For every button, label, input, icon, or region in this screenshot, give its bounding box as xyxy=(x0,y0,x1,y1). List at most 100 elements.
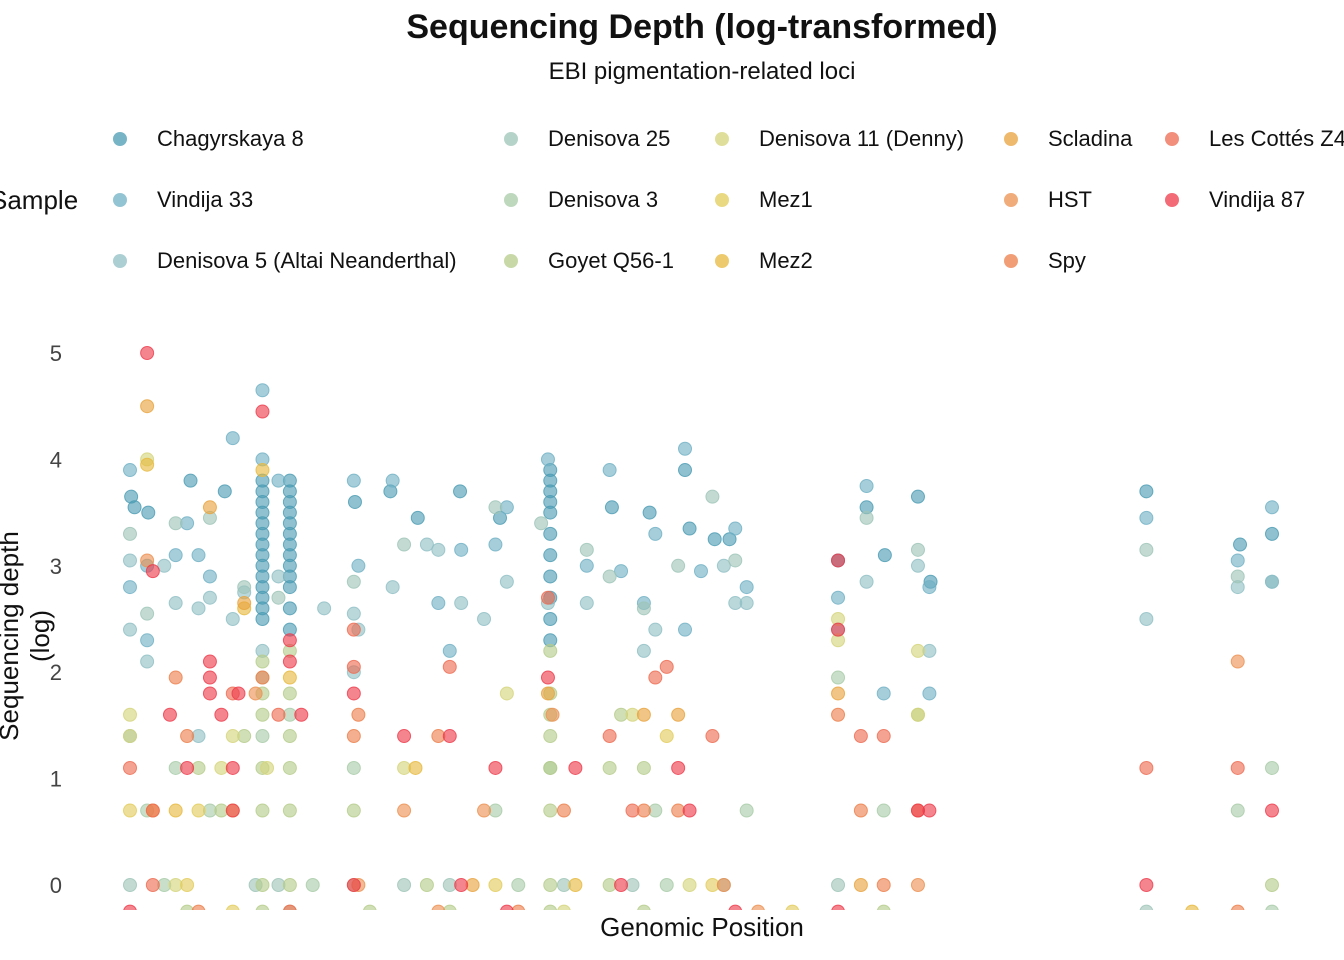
data-point xyxy=(397,803,412,818)
data-point xyxy=(543,803,558,818)
legend-item: Spy xyxy=(1004,243,1086,279)
data-point xyxy=(728,521,743,536)
data-point xyxy=(543,904,558,910)
data-point xyxy=(876,686,891,701)
data-point xyxy=(511,904,526,910)
data-point xyxy=(682,803,697,818)
data-point xyxy=(682,521,697,536)
legend-item: Mez1 xyxy=(715,182,813,218)
data-point xyxy=(659,878,674,892)
data-point xyxy=(705,729,720,744)
data-point xyxy=(751,904,765,910)
data-point xyxy=(202,670,217,685)
data-point xyxy=(346,878,361,892)
legend-item: Mez2 xyxy=(715,243,813,279)
data-point xyxy=(1230,803,1245,818)
legend-label: HST xyxy=(1048,187,1092,212)
data-point xyxy=(568,760,583,775)
data-point xyxy=(722,532,737,547)
data-point xyxy=(140,654,155,669)
data-point xyxy=(123,878,137,892)
data-point xyxy=(1230,654,1245,669)
data-point xyxy=(168,548,183,563)
data-point xyxy=(346,622,361,637)
data-point xyxy=(283,904,297,910)
data-point xyxy=(540,686,555,701)
data-point xyxy=(191,548,206,563)
data-point xyxy=(347,494,362,509)
data-point xyxy=(876,729,891,744)
data-point xyxy=(214,707,229,722)
legend-label: Denisova 11 (Denny) xyxy=(759,126,965,151)
data-point xyxy=(225,612,240,626)
data-point xyxy=(271,569,286,584)
data-point xyxy=(659,729,674,744)
data-point xyxy=(346,729,361,744)
chart-subtitle: EBI pigmentation-related loci xyxy=(548,58,856,85)
data-point xyxy=(671,558,686,573)
data-point xyxy=(540,590,555,605)
data-point xyxy=(488,500,503,515)
data-point xyxy=(1265,574,1279,589)
legend-label: Denisova 3 xyxy=(548,187,659,212)
data-point xyxy=(625,803,640,818)
data-point xyxy=(346,574,361,589)
data-point xyxy=(637,904,651,910)
data-point xyxy=(636,707,651,722)
data-point xyxy=(237,596,252,611)
y-tick-label: 2 xyxy=(50,660,62,685)
data-point xyxy=(397,878,412,892)
data-point xyxy=(543,729,558,744)
y-tick-label: 0 xyxy=(50,873,62,898)
legend-label: Mez1 xyxy=(759,187,813,212)
data-point xyxy=(859,574,874,589)
legend-label: Denisova 25 xyxy=(548,126,671,151)
data-point xyxy=(671,707,686,722)
data-point xyxy=(351,558,366,573)
legend-item: Denisova 3 xyxy=(504,182,658,218)
data-point xyxy=(602,463,617,478)
data-point xyxy=(488,760,503,775)
data-point xyxy=(454,878,469,892)
data-point xyxy=(499,574,514,589)
data-point xyxy=(1265,760,1279,775)
data-point xyxy=(202,654,217,669)
data-point xyxy=(648,622,663,637)
data-point xyxy=(282,670,297,685)
data-point xyxy=(140,346,155,360)
data-point xyxy=(140,633,155,648)
data-point xyxy=(145,803,160,818)
legend-item: Vindija 87 xyxy=(1165,182,1305,218)
data-point xyxy=(162,707,177,722)
data-point xyxy=(255,729,270,744)
legend-item: Les Cottés Z4 xyxy=(1165,121,1344,157)
data-point xyxy=(346,803,361,818)
data-point xyxy=(568,878,583,892)
data-point xyxy=(127,500,142,515)
data-point xyxy=(543,569,558,584)
data-point xyxy=(431,904,446,910)
legend-label: Vindija 87 xyxy=(1209,187,1306,212)
data-point xyxy=(671,760,686,775)
data-point xyxy=(255,803,270,818)
data-point xyxy=(231,686,246,701)
data-point xyxy=(705,489,720,504)
data-point xyxy=(1139,510,1154,525)
data-point xyxy=(168,596,183,611)
data-point xyxy=(500,904,514,910)
legend-title: Sample xyxy=(0,185,79,215)
data-point xyxy=(282,633,297,648)
data-point xyxy=(282,803,297,818)
data-point xyxy=(678,622,693,637)
legend-marker-icon xyxy=(715,254,729,268)
data-point xyxy=(202,500,217,515)
data-point xyxy=(831,878,846,892)
data-point xyxy=(910,643,925,658)
data-point xyxy=(785,904,800,910)
legend-marker-icon xyxy=(504,254,518,268)
data-point xyxy=(140,553,155,568)
data-point xyxy=(477,612,492,626)
data-point xyxy=(859,479,874,493)
data-point xyxy=(123,526,137,541)
data-point xyxy=(225,904,240,910)
